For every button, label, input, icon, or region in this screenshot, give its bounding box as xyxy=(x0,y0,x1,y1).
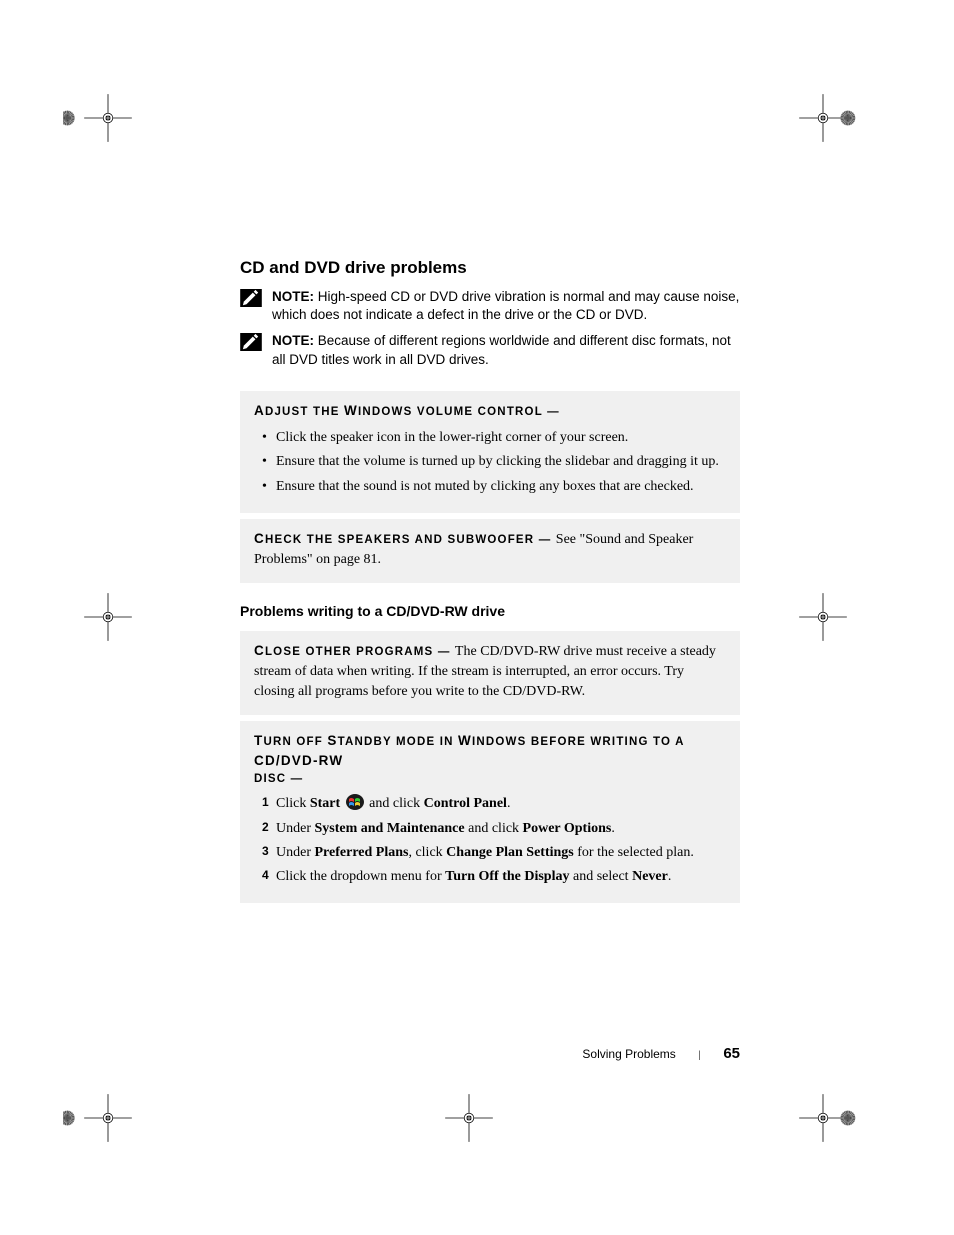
list-item: 4 Click the dropdown menu for Turn Off t… xyxy=(262,867,726,887)
numbered-list: 1 Click Start and click Control Panel. 2… xyxy=(254,794,726,887)
pencil-note-icon xyxy=(240,333,262,351)
registration-mark xyxy=(424,1073,514,1163)
list-item: Click the speaker icon in the lower-righ… xyxy=(262,428,726,448)
box-heading: CHECK THE SPEAKERS AND SUBWOOFER — xyxy=(254,534,556,546)
instruction-box-close-programs: CLOSE OTHER PROGRAMS — The CD/DVD-RW dri… xyxy=(240,631,740,715)
footer-section-name: Solving Problems xyxy=(582,1047,675,1061)
list-item: Ensure that the volume is turned up by c… xyxy=(262,452,726,472)
section-heading: CD and DVD drive problems xyxy=(240,258,740,278)
box-heading: ADJUST THE WINDOWS VOLUME CONTROL — xyxy=(254,406,560,418)
registration-mark xyxy=(778,73,868,163)
note-1-text: NOTE: High-speed CD or DVD drive vibrati… xyxy=(272,288,740,324)
registration-mark xyxy=(778,572,868,662)
note-1: NOTE: High-speed CD or DVD drive vibrati… xyxy=(240,288,740,324)
note-2: NOTE: Because of different regions world… xyxy=(240,332,740,368)
registration-mark xyxy=(778,1073,868,1163)
windows-start-icon xyxy=(346,794,364,810)
instruction-box-standby: TURN OFF STANDBY MODE IN WINDOWS BEFORE … xyxy=(240,721,740,904)
footer-page-number: 65 xyxy=(723,1045,740,1062)
registration-mark xyxy=(63,1073,153,1163)
list-item: 2 Under System and Maintenance and click… xyxy=(262,819,726,839)
box-heading: CLOSE OTHER PROGRAMS — xyxy=(254,646,455,658)
registration-mark xyxy=(63,73,153,163)
note-2-text: NOTE: Because of different regions world… xyxy=(272,332,740,368)
list-item: 1 Click Start and click Control Panel. xyxy=(262,794,726,814)
page-content: CD and DVD drive problems NOTE: High-spe… xyxy=(240,258,740,903)
instruction-box-speakers: CHECK THE SPEAKERS AND SUBWOOFER — See "… xyxy=(240,519,740,583)
bullet-list: Click the speaker icon in the lower-righ… xyxy=(254,428,726,497)
pencil-note-icon xyxy=(240,289,262,307)
list-item: 3 Under Preferred Plans, click Change Pl… xyxy=(262,843,726,863)
instruction-box-volume: ADJUST THE WINDOWS VOLUME CONTROL — Clic… xyxy=(240,391,740,513)
registration-mark xyxy=(63,572,153,662)
page-footer: Solving Problems | 65 xyxy=(0,1045,740,1063)
footer-separator: | xyxy=(698,1050,701,1061)
subsection-heading: Problems writing to a CD/DVD-RW drive xyxy=(240,603,740,619)
list-item: Ensure that the sound is not muted by cl… xyxy=(262,477,726,497)
box-heading: TURN OFF STANDBY MODE IN WINDOWS BEFORE … xyxy=(254,731,726,789)
